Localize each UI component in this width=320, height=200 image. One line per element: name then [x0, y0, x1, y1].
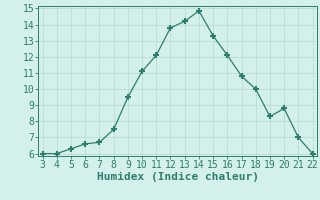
X-axis label: Humidex (Indice chaleur): Humidex (Indice chaleur)	[97, 172, 259, 182]
